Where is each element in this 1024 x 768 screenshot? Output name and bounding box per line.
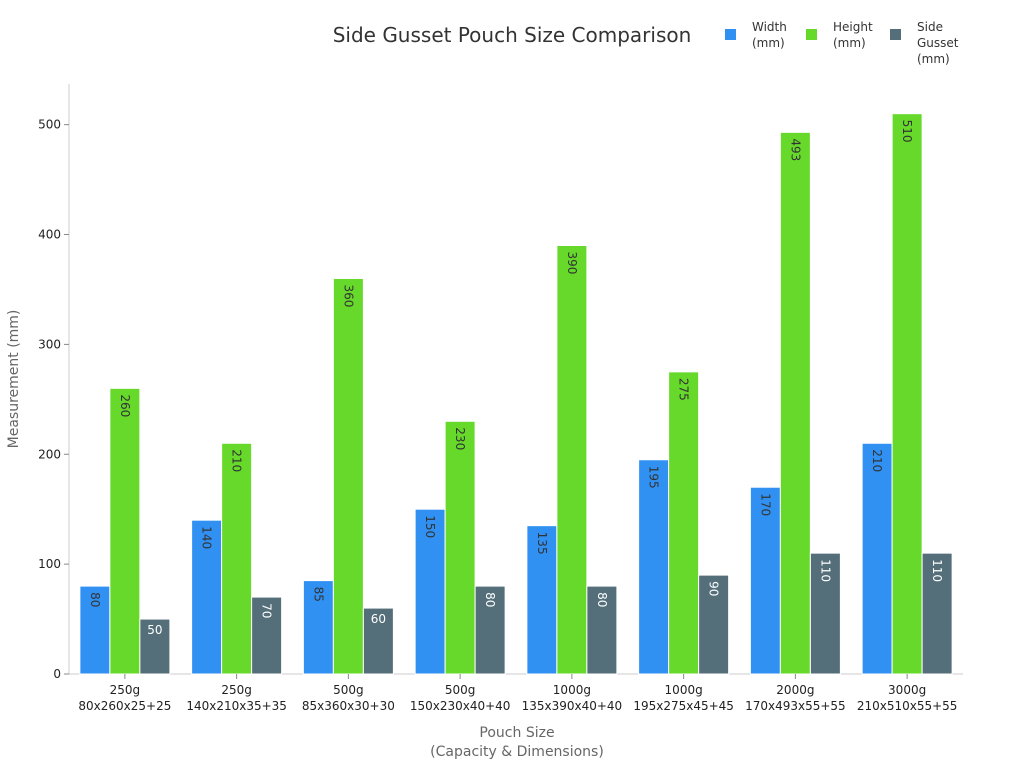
bar-value-label: 210 [230,449,244,472]
legend-label: Height (mm) [833,20,873,50]
y-axis-title-text: Measurement (mm) [6,310,22,449]
bar [414,508,446,675]
bar [556,245,588,675]
bar [79,585,111,675]
legend: Width (mm) Height (mm) Side Gusset (mm) [725,20,959,66]
bar-value-label: 195 [647,466,661,489]
x-axis-title-text: Pouch Size (Capacity & Dimensions) [430,725,604,760]
x-tick-label: 1000g 195x275x45+45 [633,683,734,713]
bar-value-label: 60 [371,612,386,626]
y-ticks: 0 100 200 300 400 500 [38,118,69,681]
bar-value-label: 390 [565,252,579,275]
bar-value-label: 85 [311,587,325,602]
bar-value-label: 230 [453,427,467,450]
bar [251,596,283,675]
bar [698,574,730,675]
bar [921,552,953,675]
x-ticks: 250g 80x260x25+25 250g 140x210x35+35 500g 85x… [78,674,957,713]
bar [526,525,558,675]
bar-value-label: 210 [870,449,884,472]
bar [474,585,506,675]
bar [362,607,394,675]
bar-value-label: 275 [677,378,691,401]
x-tick-label: 3000g 210x510x55+55 [857,683,958,713]
bar-value-label: 110 [818,559,832,582]
bar-value-label: 80 [88,592,102,607]
bar-value-label: 80 [483,592,497,607]
y-axis-title: Measurement (mm) [6,310,22,449]
y-tick-label: 400 [38,228,61,242]
bar [861,442,893,675]
bar-value-label: 80 [595,592,609,607]
bar [191,519,223,675]
y-tick-label: 100 [38,557,61,571]
legend-label: Width (mm) [752,20,787,50]
legend-swatch [725,29,736,40]
bar-value-label: 150 [423,515,437,538]
legend-swatch [890,29,901,40]
x-tick-label: 1000g 135x390x40+40 [522,683,623,713]
bar [586,585,618,675]
bar-value-label: 135 [535,532,549,555]
x-tick-label: 250g 140x210x35+35 [186,683,287,713]
y-tick-label: 200 [38,447,61,461]
chart-title: Side Gusset Pouch Size Comparison [333,23,692,47]
bar-labels: 80 260 50 140 210 70 85 360 60 150 230 80 135 390 80 19… [88,120,944,637]
bar [779,131,811,675]
bar-value-label: 140 [200,526,214,549]
bar-value-label: 510 [900,120,914,143]
x-tick-label: 250g 80x260x25+25 [78,683,171,713]
y-tick-label: 500 [38,118,61,132]
bar [638,459,670,675]
x-axis-title: Pouch Size (Capacity & Dimensions) [430,725,604,760]
bars [79,113,953,675]
bar [749,486,781,675]
bar-value-label: 70 [260,603,274,618]
bar [109,387,141,675]
x-tick-label: 2000g 170x493x55+55 [745,683,846,713]
legend-swatch [806,29,817,40]
bar [332,277,364,675]
bar [809,552,841,675]
bar [139,618,171,675]
legend-label: Side Gusset (mm) [917,20,959,66]
x-tick-label: 500g 150x230x40+40 [410,683,511,713]
y-tick-label: 0 [53,667,61,681]
bar-value-label: 360 [341,284,355,307]
bar-value-label: 110 [930,559,944,582]
bar-value-label: 50 [147,623,162,637]
bar [221,442,253,675]
y-tick-label: 300 [38,337,61,351]
bar [668,371,700,675]
bar-value-label: 493 [788,138,802,161]
bar [891,113,923,675]
bar-value-label: 170 [758,493,772,516]
bar [444,420,476,675]
bar-value-label: 260 [118,394,132,417]
x-tick-label: 500g 85x360x30+30 [302,683,395,713]
bar-value-label: 90 [707,581,721,596]
